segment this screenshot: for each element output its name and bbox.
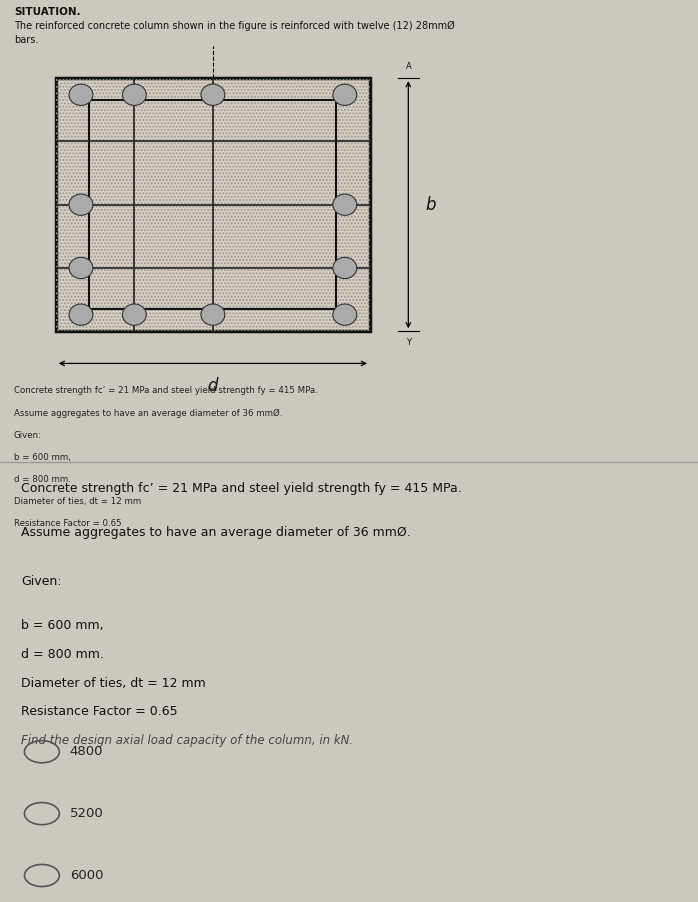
Ellipse shape xyxy=(69,257,93,279)
Text: d = 800 mm.: d = 800 mm. xyxy=(14,474,70,483)
Text: Concrete strength fc’ = 21 MPa and steel yield strength fy = 415 MPa.: Concrete strength fc’ = 21 MPa and steel… xyxy=(21,482,461,495)
Text: Given:: Given: xyxy=(14,430,42,439)
Text: SITUATION.: SITUATION. xyxy=(14,7,80,17)
Text: b = 600 mm,: b = 600 mm, xyxy=(21,619,103,632)
Ellipse shape xyxy=(333,194,357,216)
Ellipse shape xyxy=(122,84,147,106)
Text: Assume aggregates to have an average diameter of 36 mmØ.: Assume aggregates to have an average dia… xyxy=(14,409,282,418)
Text: Assume aggregates to have an average diameter of 36 mmØ.: Assume aggregates to have an average dia… xyxy=(21,527,410,539)
Text: 4800: 4800 xyxy=(70,745,103,759)
Ellipse shape xyxy=(333,304,357,326)
Text: Concrete strength fc’ = 21 MPa and steel yield strength fy = 415 MPa.: Concrete strength fc’ = 21 MPa and steel… xyxy=(14,386,318,395)
Bar xyxy=(56,78,370,331)
Text: 6000: 6000 xyxy=(70,869,103,882)
Bar xyxy=(89,100,336,309)
Text: Diameter of ties, dt = 12 mm: Diameter of ties, dt = 12 mm xyxy=(14,497,141,506)
Ellipse shape xyxy=(201,84,225,106)
Text: Resistance Factor = 0.65: Resistance Factor = 0.65 xyxy=(21,705,177,718)
Text: The reinforced concrete column shown in the figure is reinforced with twelve (12: The reinforced concrete column shown in … xyxy=(14,21,454,45)
Ellipse shape xyxy=(69,194,93,216)
Text: b = 600 mm,: b = 600 mm, xyxy=(14,453,70,462)
Ellipse shape xyxy=(69,304,93,326)
Ellipse shape xyxy=(333,84,357,106)
Text: Find the design axial load capacity of the column, in kN.: Find the design axial load capacity of t… xyxy=(21,734,353,747)
Text: d: d xyxy=(207,377,218,395)
Text: A: A xyxy=(406,62,411,71)
Ellipse shape xyxy=(333,257,357,279)
Text: Y: Y xyxy=(406,338,411,347)
Text: d = 800 mm.: d = 800 mm. xyxy=(21,648,104,661)
Ellipse shape xyxy=(122,304,147,326)
Ellipse shape xyxy=(201,304,225,326)
Text: b: b xyxy=(426,196,436,214)
Text: Resistance Factor = 0.65: Resistance Factor = 0.65 xyxy=(14,519,121,528)
Text: Diameter of ties, dt = 12 mm: Diameter of ties, dt = 12 mm xyxy=(21,676,206,690)
Ellipse shape xyxy=(69,84,93,106)
Bar xyxy=(56,78,370,331)
Text: Given:: Given: xyxy=(21,575,61,588)
Text: 5200: 5200 xyxy=(70,807,103,820)
